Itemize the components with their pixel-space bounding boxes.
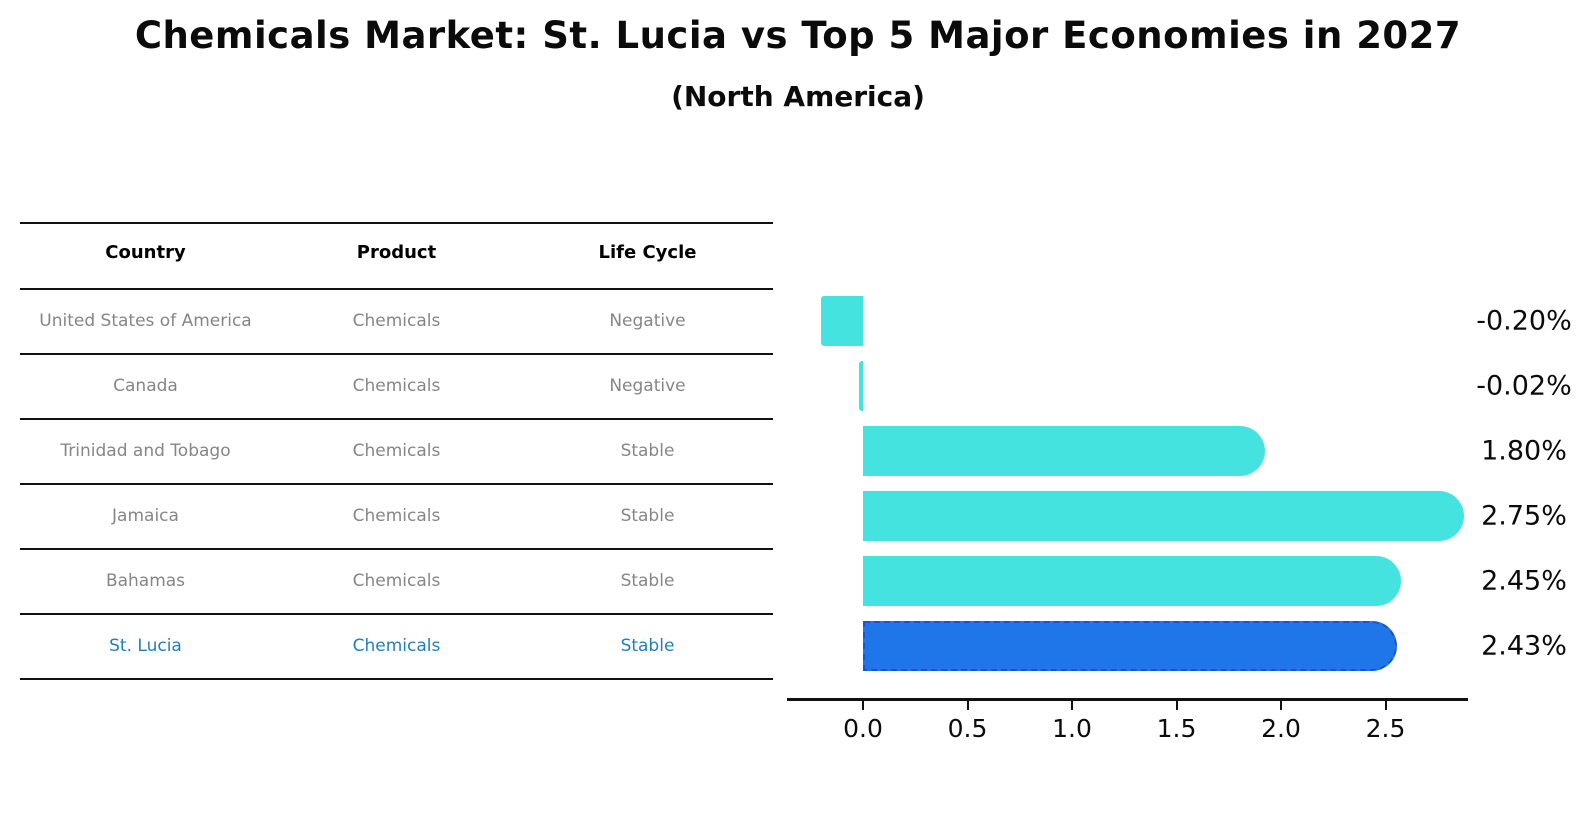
x-axis-tick xyxy=(1071,701,1073,710)
table-cell-country: Canada xyxy=(113,375,178,396)
table-cell-life-cycle: Stable xyxy=(620,570,675,591)
x-axis-tick xyxy=(966,701,969,710)
bar-st-lucia-highlighted xyxy=(863,620,1397,671)
table-row: Canada Chemicals Negative xyxy=(20,371,773,401)
bar-negative xyxy=(821,295,863,346)
table-row: Jamaica Chemicals Stable xyxy=(20,501,773,531)
table-divider-line xyxy=(20,353,773,355)
table-divider-line xyxy=(20,678,773,680)
x-axis-tick-label: 0.0 xyxy=(843,714,883,743)
bar xyxy=(863,425,1265,476)
table-cell-country: Bahamas xyxy=(105,570,186,591)
x-axis-tick-label: 2.5 xyxy=(1365,714,1406,743)
table-row: Bahamas Chemicals Stable xyxy=(20,566,773,596)
table-cell-product: Chemicals xyxy=(352,310,441,331)
x-axis-tick xyxy=(1384,701,1387,710)
chart-subtitle: (North America) xyxy=(671,80,925,113)
table-cell-product: Chemicals xyxy=(352,440,441,461)
x-axis-tick-label: 1.5 xyxy=(1156,714,1197,743)
bar xyxy=(863,555,1401,606)
bar-value-label: -0.02% xyxy=(1476,370,1572,401)
table-cell-product: Chemicals xyxy=(352,505,441,526)
chart-title: Chemicals Market: St. Lucia vs Top 5 Maj… xyxy=(134,14,1462,57)
table-cell-life-cycle: Negative xyxy=(609,310,686,331)
table-cell-country: Trinidad and Tobago xyxy=(60,440,231,461)
table-divider-line xyxy=(20,418,773,420)
x-axis-tick xyxy=(1175,701,1178,710)
table-cell-life-cycle: Stable xyxy=(620,505,675,526)
table-cell-country: St. Lucia xyxy=(109,635,182,656)
x-axis-tick-label: 0.5 xyxy=(947,714,988,743)
bar-value-label: 2.45% xyxy=(1481,565,1567,596)
bar-negative xyxy=(859,360,863,411)
bar-value-label: 2.43% xyxy=(1481,630,1567,661)
x-axis-line xyxy=(787,698,1468,701)
x-axis-tick xyxy=(1280,701,1282,710)
table-header-cell: Country xyxy=(105,241,186,263)
table-cell-life-cycle: Stable xyxy=(620,635,675,656)
bar-value-label: 1.80% xyxy=(1481,435,1567,466)
table-row: United States of America Chemicals Negativ… xyxy=(20,306,773,336)
table-cell-country: Jamaica xyxy=(112,505,179,526)
table-header-cell: Life Cycle xyxy=(598,241,697,263)
table-header-row: Country Product Life Cycle xyxy=(20,237,773,267)
table-divider-line xyxy=(20,613,773,615)
table-row: Trinidad and Tobago Chemicals Stable xyxy=(20,436,773,466)
table-cell-life-cycle: Stable xyxy=(620,440,675,461)
bar xyxy=(863,490,1464,541)
x-axis-tick-label: 1.0 xyxy=(1052,714,1092,743)
x-axis-tick-label: 2.0 xyxy=(1261,714,1301,743)
table-cell-product: Chemicals xyxy=(352,635,441,656)
table-divider-line xyxy=(20,483,773,485)
x-axis-tick xyxy=(862,701,864,710)
table-row: St. Lucia Chemicals Stable xyxy=(20,631,773,661)
table-cell-product: Chemicals xyxy=(352,375,441,396)
table-divider-line xyxy=(20,548,773,550)
table-cell-life-cycle: Negative xyxy=(609,375,686,396)
table-divider-line xyxy=(20,288,773,290)
bar-value-label: 2.75% xyxy=(1481,500,1567,531)
table-cell-country: United States of America xyxy=(39,310,252,331)
table-divider-line xyxy=(20,222,773,224)
table-header-cell: Product xyxy=(356,241,437,263)
table-cell-product: Chemicals xyxy=(352,570,441,591)
bar-value-label: -0.20% xyxy=(1476,305,1572,336)
